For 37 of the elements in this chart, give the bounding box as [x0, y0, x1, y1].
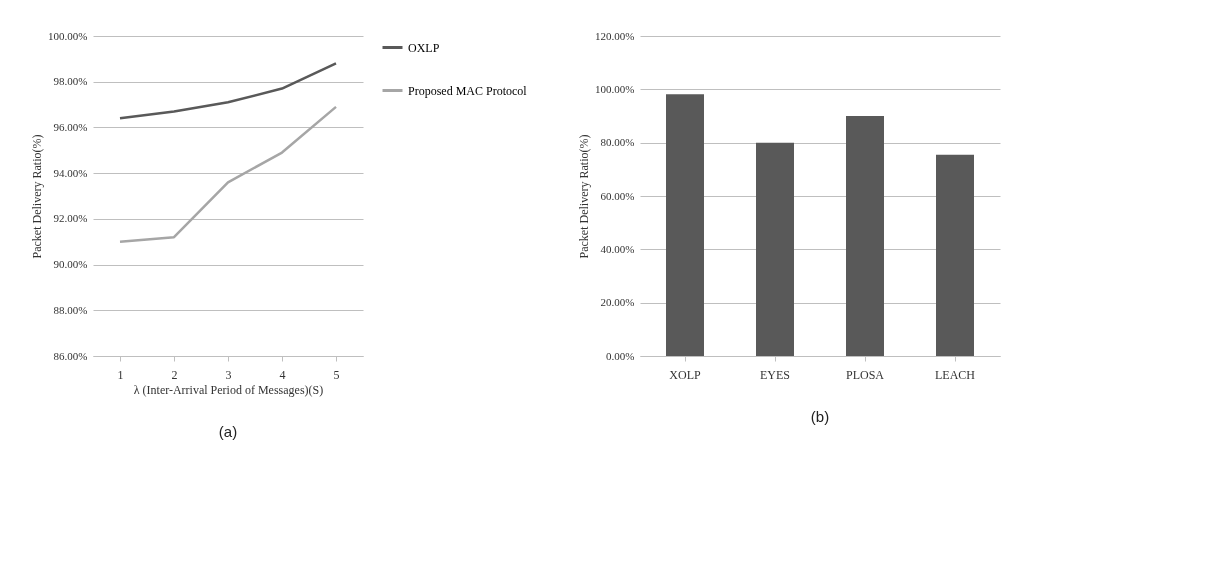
- x-tick-label: 5: [333, 367, 340, 382]
- y-tick-label: 100.00%: [48, 29, 88, 42]
- line-series: [118, 105, 338, 243]
- y-tick-label: 0.00%: [606, 349, 635, 362]
- bar: [846, 116, 884, 356]
- x-tick-label: 2: [171, 367, 178, 382]
- y-axis-title: Packet Delivery Ratio(%): [30, 134, 45, 259]
- x-tick-label: XOLP: [669, 367, 701, 382]
- text: (a): [218, 423, 238, 440]
- x-tick-label: 4: [279, 367, 286, 382]
- x-tick-label: 1: [117, 367, 124, 382]
- line-series: [118, 62, 338, 120]
- x-tick-label: EYES: [760, 367, 790, 382]
- x-tick-label: 3: [225, 367, 232, 382]
- y-tick-label: 120.00%: [595, 29, 635, 42]
- y-tick-label: 60.00%: [600, 189, 635, 202]
- y-tick-label: 90.00%: [53, 258, 88, 271]
- y-tick-label: 86.00%: [53, 349, 88, 362]
- y-tick-label: 40.00%: [600, 242, 635, 255]
- x-tick-label: LEACH: [935, 367, 976, 382]
- bar: [936, 154, 974, 356]
- bar: [756, 142, 794, 356]
- y-tick-label: 92.00%: [53, 212, 88, 225]
- y-tick-label: 94.00%: [53, 166, 88, 179]
- bar: [666, 94, 704, 356]
- legend-label: Proposed MAC Protocol: [408, 83, 528, 98]
- y-tick-label: 20.00%: [600, 296, 635, 309]
- y-axis-title: Packet Delivery Ratio(%): [577, 134, 592, 259]
- y-tick-label: 98.00%: [53, 75, 88, 88]
- y-tick-label: 100.00%: [595, 82, 635, 95]
- x-tick-label: PLOSA: [845, 367, 885, 382]
- legend-label: OXLP: [408, 40, 440, 55]
- text: (b): [810, 408, 830, 425]
- y-tick-label: 80.00%: [600, 136, 635, 149]
- y-tick-label: 96.00%: [53, 120, 88, 133]
- x-axis-title: λ (Inter-Arrival Period of Messages)(S): [133, 382, 324, 397]
- y-tick-label: 88.00%: [53, 303, 88, 316]
